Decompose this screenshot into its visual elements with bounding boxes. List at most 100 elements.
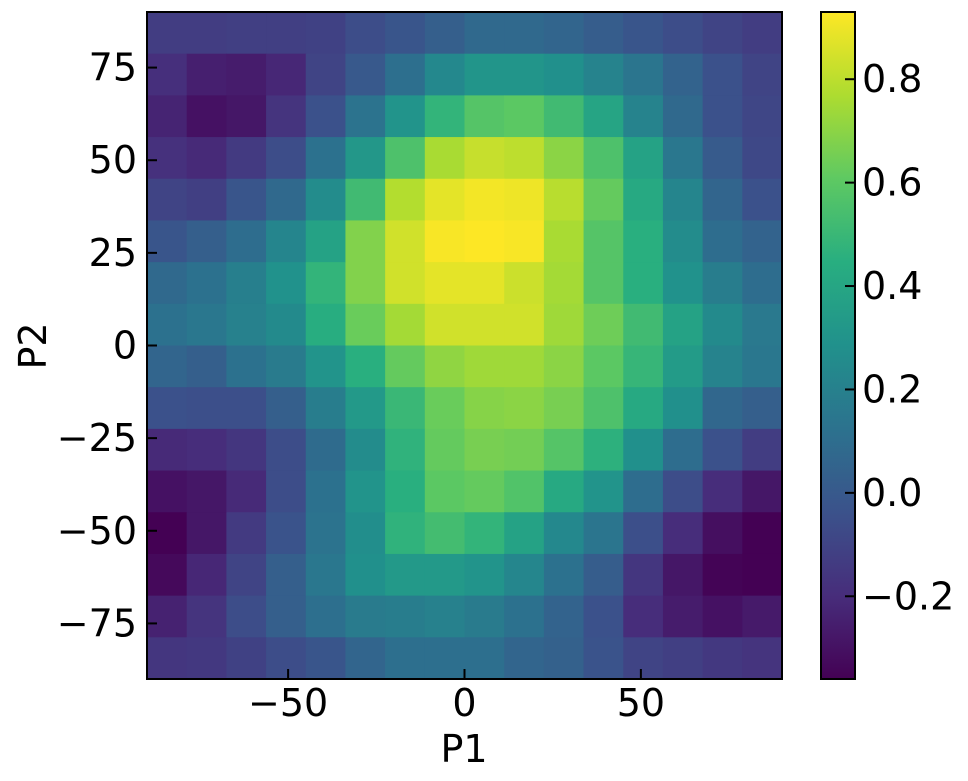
heatmap-cell [623, 470, 664, 513]
heatmap-cell [424, 637, 466, 680]
heatmap-cell [742, 220, 783, 263]
heatmap-cell [583, 637, 624, 680]
heatmap-cell [345, 178, 386, 222]
heatmap-cell [662, 512, 704, 555]
heatmap-cell [305, 428, 347, 472]
heatmap-cell [385, 595, 426, 638]
heatmap-cell [385, 512, 426, 555]
heatmap-cell [623, 512, 664, 555]
heatmap-cell [266, 137, 307, 180]
heatmap-cell [186, 595, 227, 638]
heatmap-cell [543, 637, 585, 680]
heatmap-cell [742, 428, 783, 472]
heatmap-cell [464, 137, 505, 180]
heatmap-cell [266, 637, 307, 680]
y-tick-label: 50 [89, 138, 137, 182]
heatmap-cell [623, 387, 664, 430]
heatmap-cell [583, 12, 624, 55]
heatmap-cell [147, 12, 188, 55]
heatmap-cell [543, 387, 585, 430]
heatmap-cell [583, 470, 624, 513]
heatmap-cell [385, 345, 426, 388]
heatmap-cell [662, 12, 704, 55]
heatmap-cell [186, 262, 227, 305]
heatmap-cell [742, 95, 783, 138]
heatmap-cell [266, 512, 307, 555]
heatmap-cell [504, 470, 545, 513]
heatmap-cell [305, 220, 347, 263]
heatmap-cell [543, 470, 585, 513]
heatmap-cell [464, 95, 505, 138]
heatmap-cell [543, 12, 585, 55]
heatmap-cell [345, 137, 386, 180]
heatmap-cell [266, 595, 307, 638]
colorbar [820, 11, 856, 680]
heatmap-cell [623, 428, 664, 472]
heatmap-cell [385, 137, 426, 180]
heatmap-cell [742, 178, 783, 222]
x-tick-label: 0 [452, 681, 476, 725]
heatmap-cell [345, 262, 386, 305]
heatmap-cell [345, 553, 386, 597]
heatmap-cell [583, 220, 624, 263]
heatmap-cell [662, 637, 704, 680]
colorbar-tick-label: −0.2 [862, 574, 954, 618]
heatmap-cell [226, 637, 267, 680]
heatmap-cell [623, 595, 664, 638]
heatmap-cell [226, 345, 267, 388]
heatmap-cell [623, 303, 664, 347]
heatmap-cell [583, 428, 624, 472]
heatmap-cell [345, 595, 386, 638]
heatmap-cell [543, 95, 585, 138]
heatmap-cell [385, 12, 426, 55]
heatmap-cell [742, 345, 783, 388]
heatmap-cell [226, 553, 267, 597]
heatmap-cell [266, 12, 307, 55]
y-tick-label: 0 [113, 324, 137, 368]
heatmap-cell [385, 53, 426, 96]
heatmap-cell [464, 178, 505, 222]
heatmap-cell [147, 53, 188, 96]
colorbar-tick-label: 0.4 [862, 264, 922, 308]
heatmap-cell [702, 178, 743, 222]
heatmap-cell [186, 512, 227, 555]
heatmap-cell [504, 178, 545, 222]
heatmap-cell [504, 12, 545, 55]
heatmap-cell [424, 12, 466, 55]
heatmap-cell [345, 345, 386, 388]
heatmap-cell [305, 12, 347, 55]
heatmap-cell [543, 220, 585, 263]
heatmap-cell [226, 12, 267, 55]
heatmap-cell [226, 137, 267, 180]
heatmap-cell [345, 470, 386, 513]
heatmap-cell [226, 512, 267, 555]
heatmap-cell [147, 345, 188, 388]
heatmap-cell [583, 137, 624, 180]
heatmap-cell [702, 637, 743, 680]
colorbar-tick-label: 0.8 [862, 57, 922, 101]
heatmap-cell [226, 303, 267, 347]
heatmap-cell [662, 470, 704, 513]
heatmap-cell [702, 387, 743, 430]
heatmap-cell [464, 428, 505, 472]
heatmap-cell [385, 95, 426, 138]
heatmap-cell [424, 220, 466, 263]
heatmap-cell [702, 95, 743, 138]
heatmap-cell [504, 345, 545, 388]
heatmap-cell [504, 512, 545, 555]
heatmap-cells [147, 12, 783, 680]
heatmap-cell [385, 553, 426, 597]
heatmap-cell [305, 512, 347, 555]
heatmap-cell [266, 303, 307, 347]
heatmap-cell [583, 345, 624, 388]
heatmap-cell [186, 95, 227, 138]
heatmap-cell [702, 512, 743, 555]
heatmap-cell [543, 303, 585, 347]
heatmap-cell [662, 387, 704, 430]
heatmap-cell [662, 53, 704, 96]
heatmap-cell [464, 345, 505, 388]
heatmap-cell [702, 428, 743, 472]
heatmap-cell [623, 53, 664, 96]
heatmap-cell [305, 553, 347, 597]
x-axis-ticks: −50 0 50 [248, 669, 665, 725]
